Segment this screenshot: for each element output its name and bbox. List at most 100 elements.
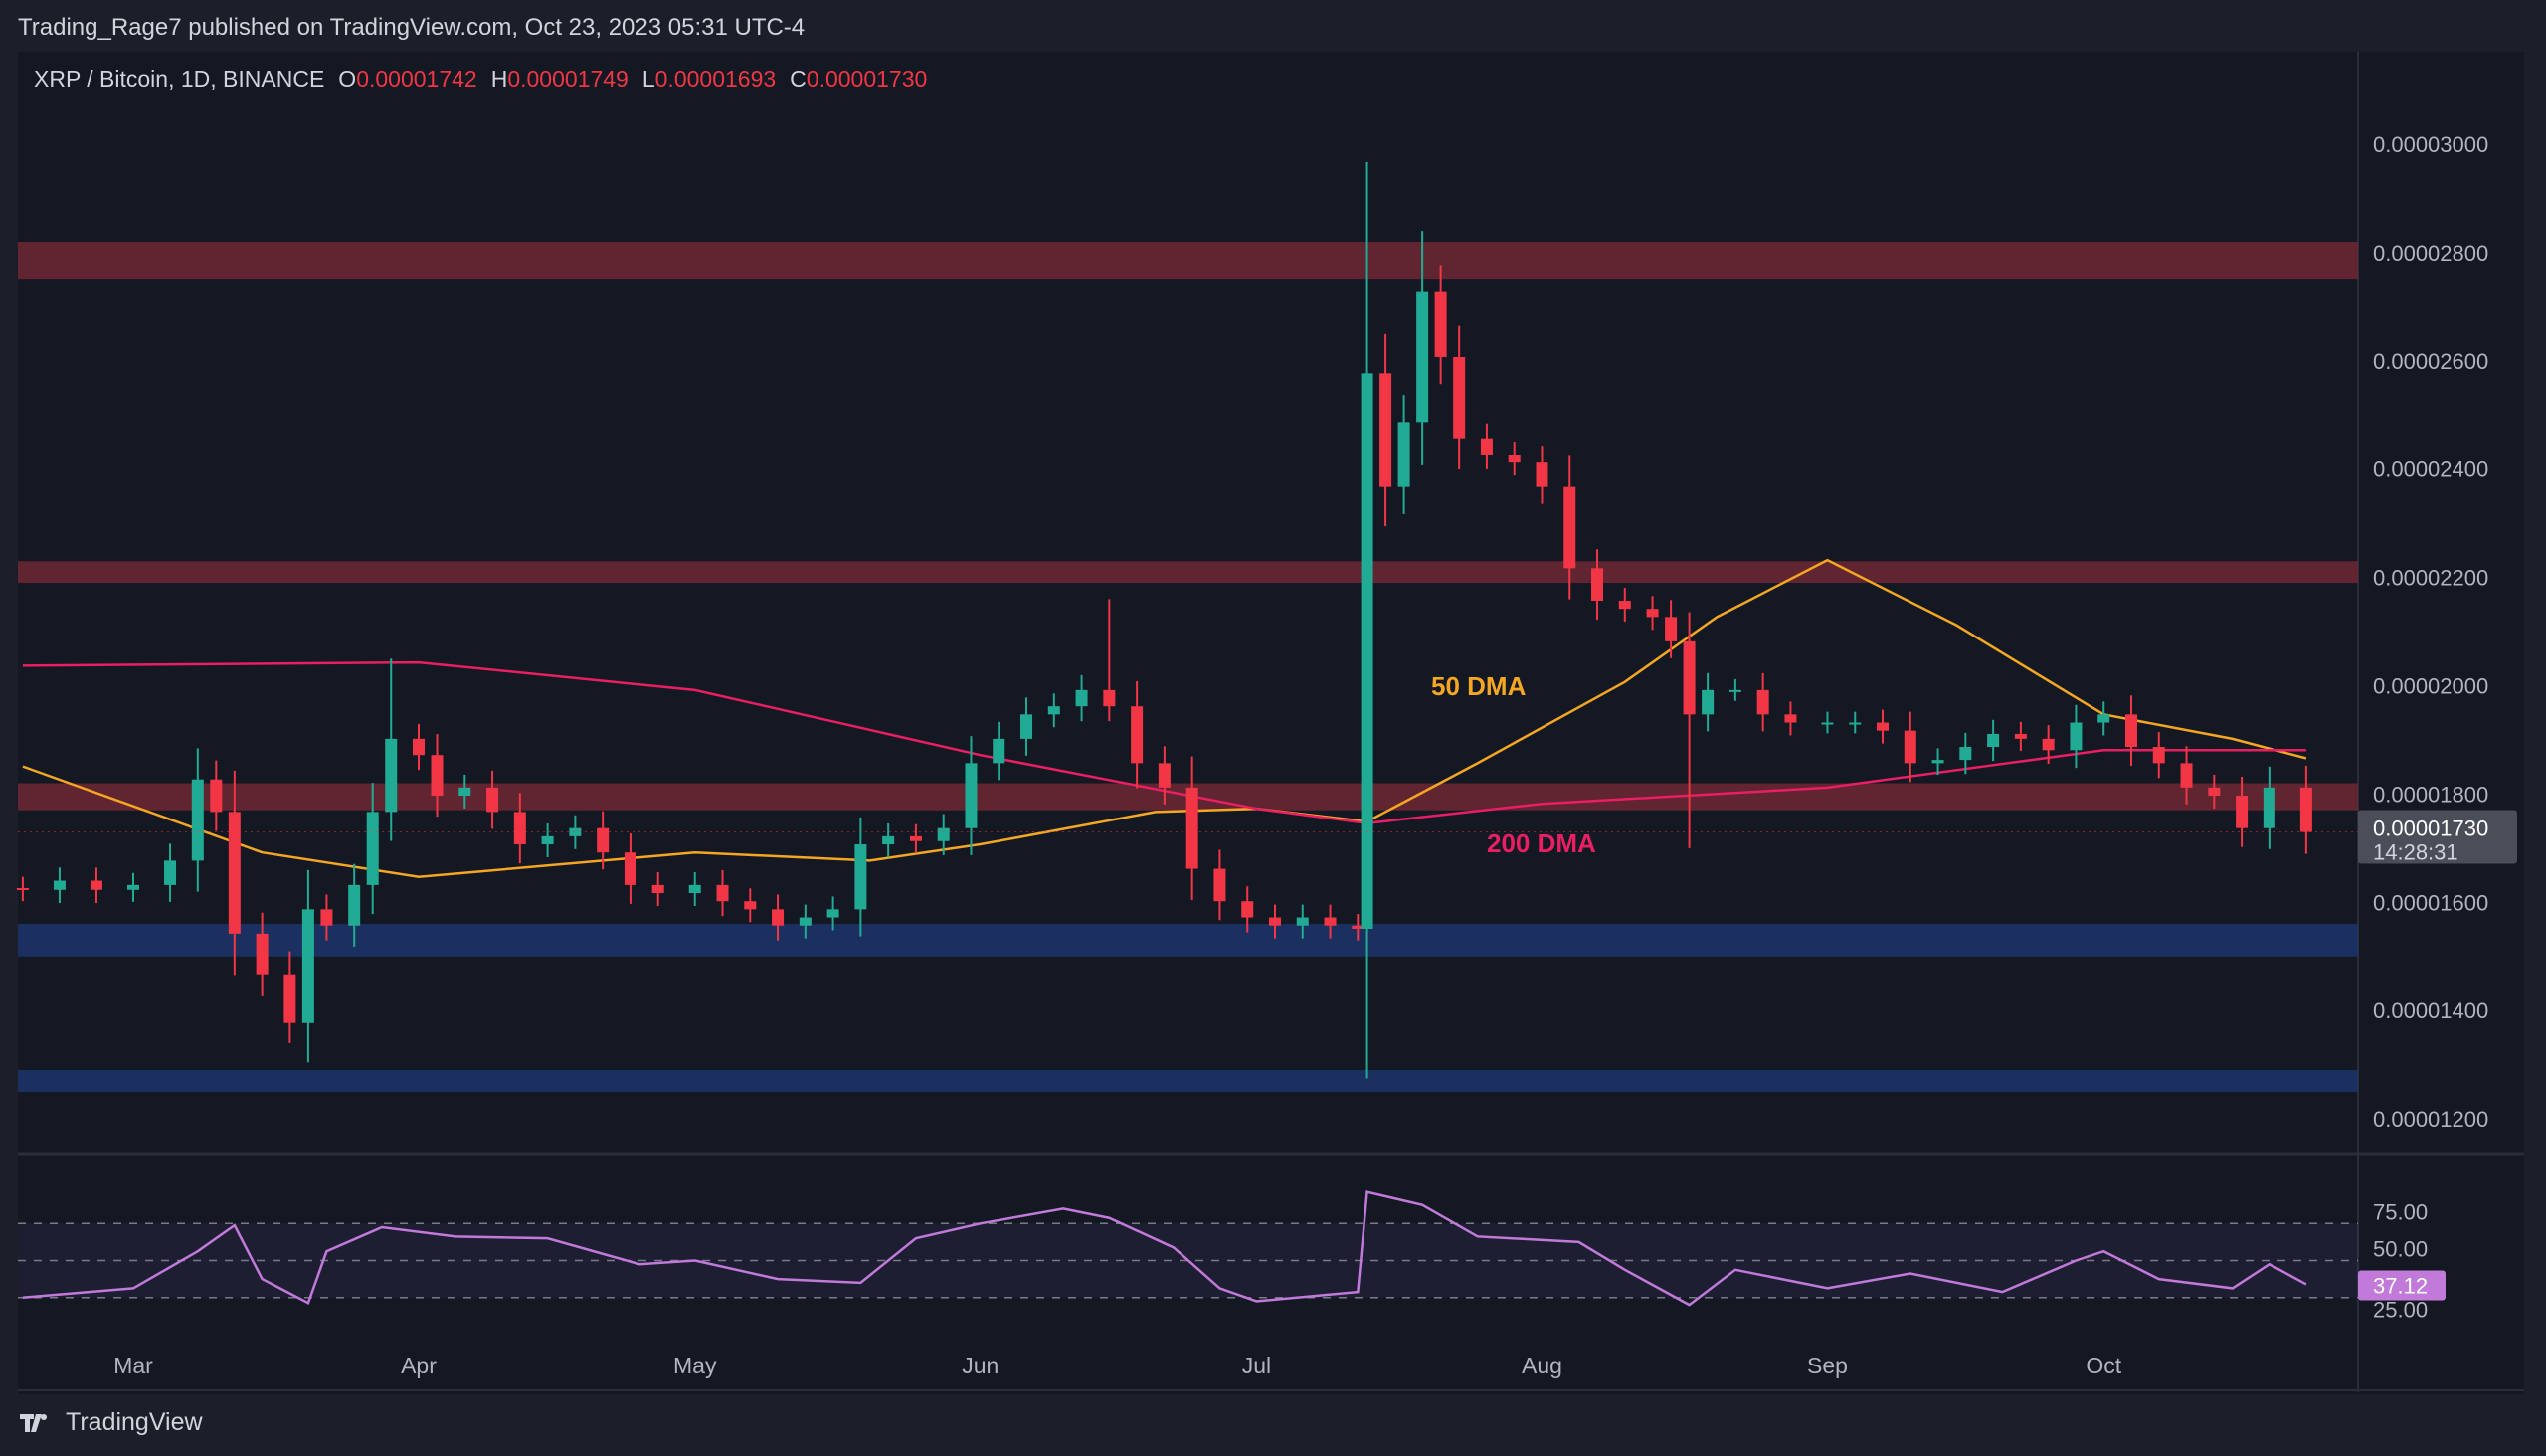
candle-body [283,974,296,1023]
candle-body [486,787,499,813]
rsi-line [22,1190,2307,1307]
candle-body [541,835,554,845]
candle-body [2152,747,2165,764]
candle-body [1931,760,1944,764]
rsi-value-badge [2358,1270,2446,1301]
candle-body [2263,787,2275,828]
rsi-tick-label: 25.00 [2373,1298,2428,1323]
candle-body [1591,568,1604,602]
symbol-label[interactable]: XRP / Bitcoin, 1D, BINANCE [34,66,325,91]
open-value: 0.00001742 [356,66,477,91]
candle-body [597,827,610,853]
candle-body [1665,617,1678,641]
candle-body [993,738,1005,764]
candle-body [256,933,269,975]
candle-body [965,763,978,828]
candle-body [458,787,471,797]
low-value: 0.00001693 [654,66,777,91]
candle-body [2124,714,2137,748]
candle-body [1268,917,1281,926]
candle-body [1536,462,1548,487]
candle-body [385,738,398,813]
candle-body [320,909,333,926]
time-tick-label: Mar [113,1353,153,1378]
candle-body [1213,868,1226,902]
candle-body [1324,917,1337,926]
time-tick-label: Apr [401,1353,437,1378]
candle-body [1959,747,1972,761]
open-label: O [338,66,357,91]
candle-body [1020,714,1033,739]
candle-body [826,909,839,918]
candle-body [1784,714,1797,723]
price-tick-label: 0.00001800 [2373,782,2488,807]
candle-body [2299,787,2312,832]
price-tick-label: 0.00002200 [2373,566,2488,591]
price-tick-label: 0.00001600 [2373,890,2488,915]
rsi-tick-label: 50.00 [2373,1237,2428,1262]
candle-body [1416,291,1429,423]
bar-countdown: 14:28:31 [2373,840,2458,865]
candle-body [1702,689,1715,715]
high-label: H [490,66,508,91]
candle-body [2042,738,2055,751]
candle-body [1075,689,1088,707]
candle-body [1047,706,1060,715]
publisher-line: Trading_Rage7 published on TradingView.c… [18,14,806,41]
low-label: L [641,66,655,91]
price-tick-label: 0.00001200 [2373,1107,2488,1132]
candle-body [191,779,204,861]
candle-body [1987,733,2000,748]
candle-body [366,812,379,885]
candle-body [651,884,664,894]
last-price-value: 0.00001730 [2373,817,2488,841]
candle-body [744,901,757,910]
candle-body [412,738,425,756]
candle-body [513,812,526,845]
candle-body [1563,486,1576,569]
candle-body [90,880,102,890]
candle-body [624,852,636,885]
candle-body [1646,609,1659,618]
candle-body [1361,373,1373,929]
candle-body [1434,291,1447,357]
candle-body [1352,925,1364,929]
ma-line-50-dma [22,558,2307,878]
price-tick-label: 0.00002800 [2373,241,2488,266]
candle-body [1397,422,1410,487]
candle-body [909,835,922,841]
candle-body [1508,454,1521,463]
price-tick-label: 0.00002400 [2373,457,2488,482]
support-zone [18,1070,2358,1092]
candle-body [1756,689,1769,715]
time-tick-label: Jun [962,1353,999,1378]
candle-body [716,884,729,902]
rsi-value: 37.12 [2373,1273,2428,1298]
candle-body [1379,373,1392,487]
candle-body [1618,601,1631,610]
candle-body [2070,722,2083,751]
resistance-zone [18,242,2358,280]
candle-body [882,835,895,845]
candle-body [1241,901,1254,918]
candle-body [1821,722,1834,725]
candle-body [1103,689,1116,707]
candle-body [1131,706,1144,764]
price-tick-label: 0.00003000 [2373,132,2488,157]
price-tick-label: 0.00002000 [2373,674,2488,699]
resistance-zone [18,561,2358,584]
candle-body [569,827,582,836]
close-value: 0.00001730 [806,66,928,91]
candle-body [2236,796,2249,828]
candle-body [127,884,139,890]
footer: TradingView [18,1408,203,1437]
candle-body [1683,640,1696,715]
brand-name[interactable]: TradingView [66,1408,203,1436]
candle-body [688,884,701,894]
price-tick-label: 0.00002600 [2373,349,2488,374]
price-tick-label: 0.00001400 [2373,999,2488,1023]
time-tick-label: Sep [1807,1353,1848,1378]
ma200-label: 200 DMA [1487,828,1596,858]
rsi-tick-label: 75.00 [2373,1199,2428,1224]
